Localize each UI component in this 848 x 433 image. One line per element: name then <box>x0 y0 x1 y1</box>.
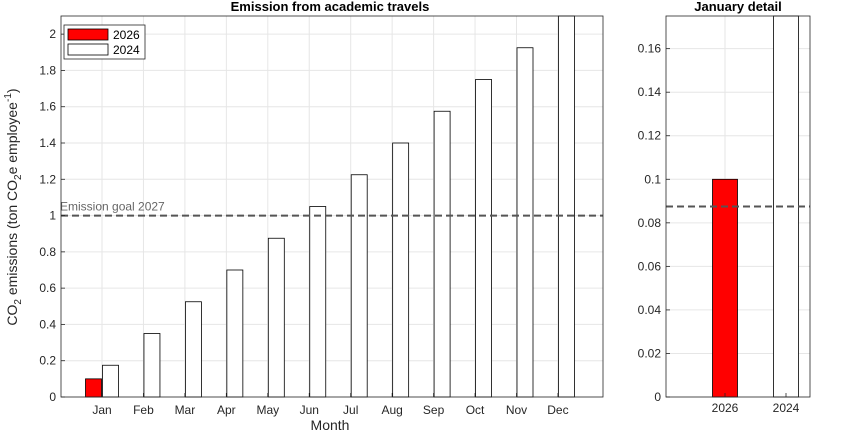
bar-2024-apr <box>226 269 244 398</box>
y-tick-label: 1.6 <box>39 100 56 114</box>
detail-plot-border <box>665 15 811 398</box>
bar-2024-dec <box>558 15 575 398</box>
detail-y-tick-label: 0.14 <box>638 85 662 99</box>
x-tick-label-nov: Nov <box>506 403 527 417</box>
legend-label-2024: 2024 <box>113 43 140 57</box>
detail-y-tick-label: 0 <box>654 390 661 404</box>
y-label-part-2: emissions (ton CO <box>4 180 20 299</box>
emission-goal-label: Emission goal 2027 <box>60 200 165 214</box>
bar-2024-mar <box>184 301 202 398</box>
y-tick-label: 0.4 <box>39 317 56 331</box>
detail-y-tick-label: 0.1 <box>644 172 661 186</box>
bar-2024-oct <box>475 79 492 398</box>
y-tick-label: 1.2 <box>39 172 56 186</box>
legend-swatch-2026 <box>67 28 109 41</box>
detail-x-tick-label-2026: 2026 <box>712 401 739 415</box>
y-tick-label: 0 <box>49 390 56 404</box>
plot-border <box>60 15 604 398</box>
x-axis-label: Month <box>311 417 350 433</box>
x-tick-label-feb: Feb <box>133 403 154 417</box>
y-tick-label: 0.8 <box>39 245 56 259</box>
y-label-part-4: ) <box>4 88 20 93</box>
legend-swatch-2024 <box>67 43 109 56</box>
bar-2024-jan <box>102 364 119 398</box>
detail-x-tick-label-2024: 2024 <box>773 401 800 415</box>
bar-2024-sep <box>433 110 451 398</box>
detail-chart: 0 0.02 0.04 0.06 0.08 0.1 0.12 0.14 0.16 2026 2024 <box>638 15 811 415</box>
y-label-sub-2: 2 <box>13 174 24 180</box>
y-label-sub-1: 2 <box>13 299 24 305</box>
bar-2024-feb <box>143 333 161 398</box>
x-tick-label-may: May <box>256 403 279 417</box>
detail-y-tick-label: 0.08 <box>638 216 662 230</box>
y-tick-label: 0.6 <box>39 281 56 295</box>
detail-y-tick-label: 0.06 <box>638 259 662 273</box>
x-tick-label-jan: Jan <box>92 403 111 417</box>
detail-bar-2026 <box>712 178 738 398</box>
detail-y-tick-label: 0.16 <box>638 42 662 56</box>
y-tick-label: 2 <box>49 27 56 41</box>
y-axis-label: CO2 emissions (ton CO2e employee-1) <box>3 88 24 325</box>
main-chart: Emission goal 2027 0 0.2 0.4 0.6 0.8 1 1.2 1.4 1.… <box>39 15 604 417</box>
detail-chart-title: January detail <box>694 0 781 14</box>
bar-2026-jan <box>85 378 102 398</box>
x-tick-label-oct: Oct <box>466 403 485 417</box>
x-tick-label-jul: Jul <box>343 403 358 417</box>
y-tick-label: 1.8 <box>39 63 56 77</box>
y-tick-label: 1.4 <box>39 136 56 150</box>
bar-2024-jul <box>350 174 368 398</box>
bar-2024-jun <box>309 206 327 398</box>
x-tick-label-dec: Dec <box>547 403 568 417</box>
main-chart-title: Emission from academic travels <box>231 0 430 14</box>
y-tick-label: 1 <box>49 209 56 223</box>
x-tick-label-apr: Apr <box>217 403 236 417</box>
x-tick-label-sep: Sep <box>423 403 445 417</box>
y-label-part-3: e employee <box>4 102 20 175</box>
bar-2024-aug <box>392 142 410 398</box>
y-label-part-1: CO <box>4 304 20 325</box>
x-tick-label-mar: Mar <box>175 403 196 417</box>
bar-2024-nov <box>516 47 534 398</box>
x-tick-label-aug: Aug <box>381 403 402 417</box>
y-label-sup: -1 <box>3 93 14 102</box>
detail-y-tick-label: 0.04 <box>638 303 662 317</box>
legend-label-2026: 2026 <box>113 28 140 42</box>
x-tick-label-jun: Jun <box>300 403 319 417</box>
detail-y-tick-label: 0.12 <box>638 129 662 143</box>
bar-2024-may <box>267 237 285 398</box>
detail-y-tick-label: 0.02 <box>638 346 662 360</box>
y-tick-label: 0.2 <box>39 354 56 368</box>
